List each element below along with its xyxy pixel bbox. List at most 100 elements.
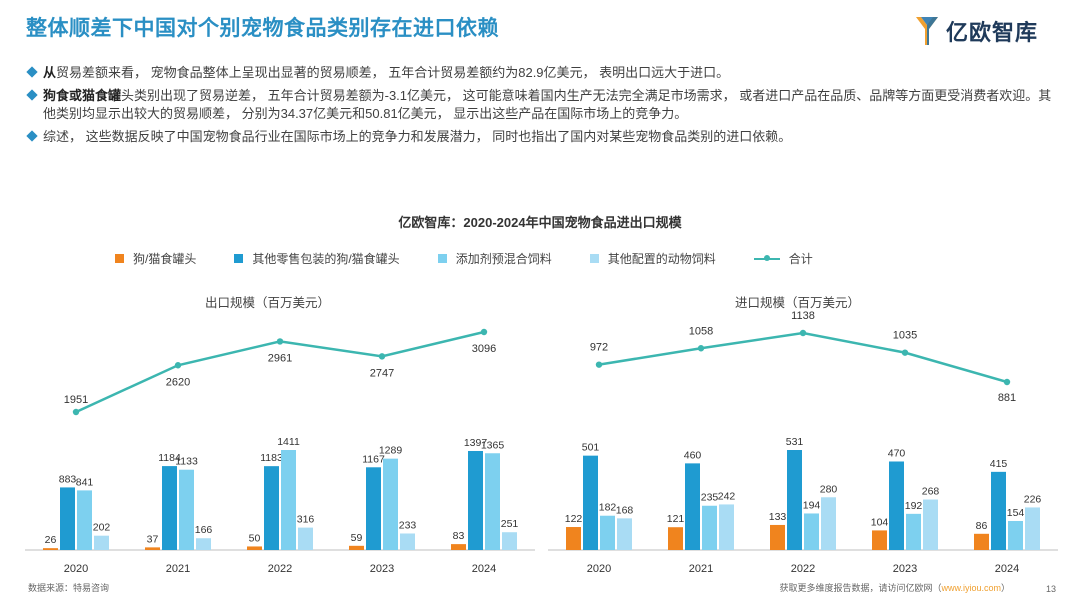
x-tick-label: 2022 xyxy=(268,563,292,575)
bar-value-label: 59 xyxy=(351,532,363,544)
bar-retail xyxy=(366,467,381,550)
bar-value-label: 883 xyxy=(59,473,77,485)
logo: 亿欧智库 xyxy=(914,14,1038,48)
bar-canned xyxy=(668,527,683,550)
source-note: 数据来源：特易咨询 xyxy=(28,583,110,593)
legend-item-premix: 添加剂预混合饲料 xyxy=(437,250,552,267)
bullet-item: 综述， 这些数据反映了中国宠物食品行业在国际市场上的竞争力和发展潜力， 同时也指… xyxy=(26,128,1058,146)
legend-item-other: 其他配置的动物饲料 xyxy=(589,250,716,267)
total-point xyxy=(697,345,705,352)
bar-canned xyxy=(974,533,989,550)
total-value-label: 2747 xyxy=(370,367,394,379)
legend-item-retail: 其他零售包装的狗/猫食罐头 xyxy=(234,250,400,267)
bar-other xyxy=(923,499,938,550)
bar-value-label: 1167 xyxy=(362,453,385,465)
bar-retail xyxy=(60,487,75,550)
chart-title: 亿欧智库：2020-2024年中国宠物食品进出口规模 xyxy=(398,215,682,230)
total-value-label: 1951 xyxy=(64,394,88,406)
bar-other xyxy=(298,527,313,550)
bar-value-label: 50 xyxy=(249,532,261,544)
bar-value-label: 37 xyxy=(147,533,159,545)
bar-value-label: 1133 xyxy=(175,456,198,468)
total-point xyxy=(595,361,603,368)
bar-value-label: 86 xyxy=(976,520,988,532)
bar-retail xyxy=(264,466,279,550)
bar-premix xyxy=(179,469,194,550)
bar-value-label: 280 xyxy=(820,483,838,495)
bar-premix xyxy=(383,458,398,550)
bar-value-label: 133 xyxy=(769,511,787,523)
x-tick-label: 2022 xyxy=(791,563,815,575)
footer-note: 获取更多维度报告数据，请访问亿欧网（www.iyiou.com） xyxy=(779,581,1010,594)
bar-value-label: 121 xyxy=(667,513,685,525)
bar-retail xyxy=(685,463,700,550)
x-tick-label: 2020 xyxy=(587,563,611,575)
bar-premix xyxy=(804,513,819,550)
bar-value-label: 26 xyxy=(45,534,57,546)
bar-canned xyxy=(349,545,364,550)
total-line xyxy=(598,331,1008,384)
bullet-item: 狗食或猫食罐头类别出现了贸易逆差， 五年合计贸易差额为-3.1亿美元， 这可能意… xyxy=(26,87,1058,123)
legend-label: 狗/猫食罐头 xyxy=(133,252,197,266)
bar-value-label: 841 xyxy=(76,476,94,488)
bar-retail xyxy=(583,455,598,550)
bar-value-label: 316 xyxy=(297,514,315,526)
legend-swatch xyxy=(234,254,244,263)
bullet-text: 贸易差额来看， 宠物食品整体上呈现出显著的贸易顺差， 五年合计贸易差额约为82.… xyxy=(56,65,730,80)
total-value-label: 881 xyxy=(998,392,1016,404)
bar-value-label: 1411 xyxy=(277,436,300,448)
bar-value-label: 1183 xyxy=(260,452,283,464)
bar-value-label: 531 xyxy=(786,436,804,448)
bar-value-label: 202 xyxy=(93,522,111,534)
bar-canned xyxy=(145,547,160,550)
total-value-label: 2961 xyxy=(268,352,292,364)
legend-swatch xyxy=(437,254,447,263)
legend-label: 合计 xyxy=(788,252,813,266)
bar-canned xyxy=(247,546,262,550)
bar-premix xyxy=(281,450,296,550)
legend-item-canned: 狗/猫食罐头 xyxy=(115,250,196,267)
bar-value-label: 1289 xyxy=(379,445,403,457)
export-panel-label: 出口规模（百万美元） xyxy=(205,296,331,310)
logo-text: 亿欧智库 xyxy=(945,20,1038,45)
legend-label: 其他零售包装的狗/猫食罐头 xyxy=(252,252,400,266)
bar-value-label: 226 xyxy=(1024,493,1042,505)
bar-value-label: 1184 xyxy=(158,452,181,464)
bar-value-label: 470 xyxy=(888,447,906,459)
bar-value-label: 182 xyxy=(599,502,617,514)
bar-canned xyxy=(770,524,785,550)
bar-canned xyxy=(872,530,887,550)
bar-value-label: 460 xyxy=(684,449,702,461)
bar-other xyxy=(502,532,517,550)
bar-value-label: 251 xyxy=(501,518,519,530)
bar-value-label: 1397 xyxy=(464,437,488,449)
bullet-text: 头类别出现了贸易逆差， 五年合计贸易差额为-3.1亿美元， 这可能意味着国内生产… xyxy=(43,88,1052,121)
bullet-item: 从贸易差额来看， 宠物食品整体上呈现出显著的贸易顺差， 五年合计贸易差额约为82… xyxy=(26,64,1058,82)
footer-link[interactable]: www.iyiou.com xyxy=(941,583,1001,593)
x-tick-label: 2021 xyxy=(166,563,190,575)
bar-value-label: 415 xyxy=(990,458,1008,470)
x-tick-label: 2021 xyxy=(689,563,713,575)
x-tick-label: 2024 xyxy=(472,563,496,575)
bar-value-label: 104 xyxy=(871,516,889,528)
bar-value-label: 233 xyxy=(399,519,417,531)
total-value-label: 972 xyxy=(590,342,608,354)
bar-premix xyxy=(1008,520,1023,550)
x-tick-label: 2023 xyxy=(370,563,394,575)
bullet-bold: 狗食或猫食罐 xyxy=(43,88,122,103)
total-value-label: 1035 xyxy=(893,330,917,342)
bar-other xyxy=(1025,507,1040,550)
import-panel-label: 进口规模（百万美元） xyxy=(735,296,861,310)
legend-swatch xyxy=(115,254,124,263)
total-point xyxy=(901,349,909,356)
bullet-bold: 从 xyxy=(43,65,57,80)
footer-note-suffix: ） xyxy=(1000,583,1010,593)
bar-value-label: 268 xyxy=(922,486,940,498)
bar-value-label: 168 xyxy=(616,504,634,516)
bar-retail xyxy=(889,461,904,550)
bar-other xyxy=(821,497,836,550)
bar-value-label: 192 xyxy=(905,500,923,512)
bar-retail xyxy=(468,450,483,550)
bar-canned xyxy=(566,527,581,550)
